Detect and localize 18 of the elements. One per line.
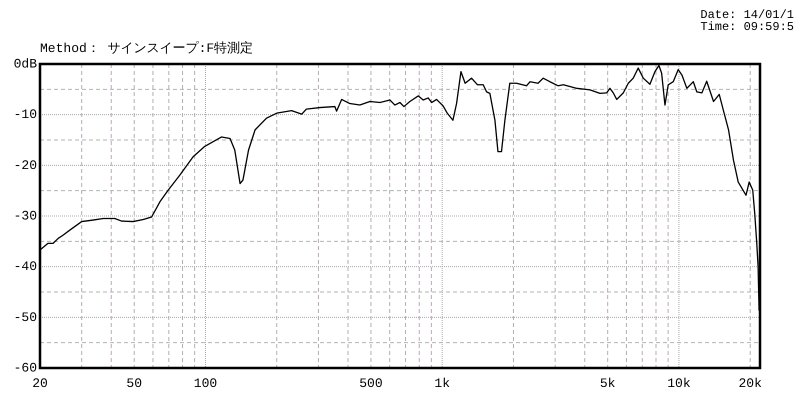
y-tick-label: 0dB bbox=[14, 56, 38, 72]
y-tick-label: -10 bbox=[14, 107, 37, 122]
x-tick-label: 5k bbox=[600, 376, 616, 391]
y-tick-label: -50 bbox=[14, 310, 37, 325]
x-tick-label: 50 bbox=[126, 376, 142, 391]
y-tick-label: -60 bbox=[14, 360, 37, 376]
chart-title: Method： サインスイープ:F特測定 bbox=[40, 41, 254, 56]
x-tick-label: 1k bbox=[434, 376, 450, 391]
x-tick-label: 100 bbox=[194, 376, 218, 391]
x-tick-label: 20k bbox=[738, 376, 762, 391]
y-tick-label: -30 bbox=[14, 208, 37, 224]
text: Date: 14/01/1 bbox=[700, 8, 794, 22]
y-tick-label: -40 bbox=[14, 259, 37, 274]
x-tick-label: 500 bbox=[359, 376, 383, 391]
x-tick-label: 10k bbox=[667, 376, 691, 391]
x-tick-label: 20 bbox=[32, 376, 48, 391]
y-tick-label: -20 bbox=[14, 158, 37, 173]
text: Time: 09:59:5 bbox=[700, 20, 794, 34]
